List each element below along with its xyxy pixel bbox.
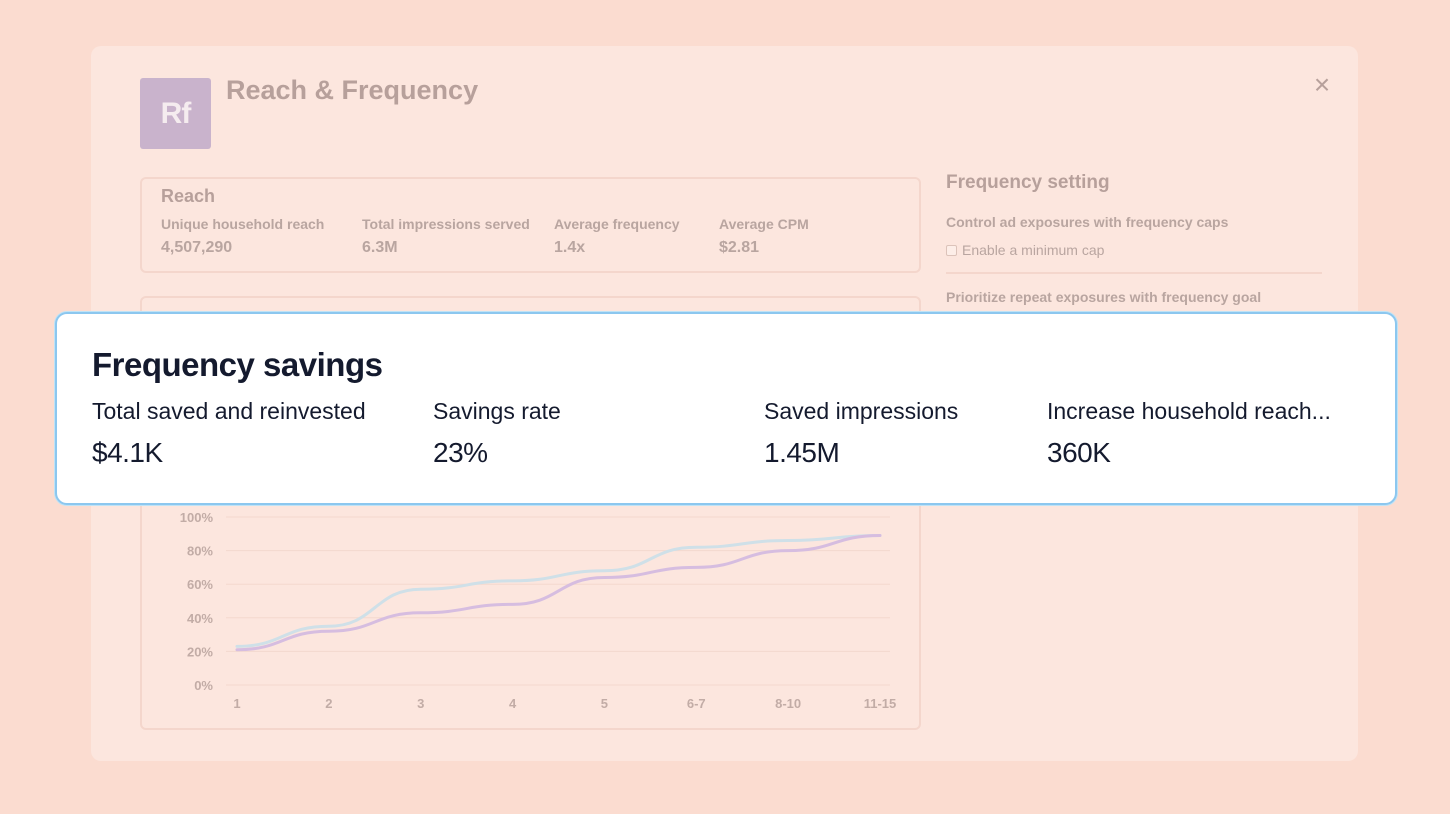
x-tick-label: 6-7 (687, 696, 706, 711)
metric-unique-reach: Unique household reach 4,507,290 (161, 216, 324, 257)
frequency-savings-card: Frequency savings Total saved and reinve… (55, 312, 1397, 505)
frequency-goal-subtitle: Prioritize repeat exposures with frequen… (946, 289, 1262, 305)
y-tick-label: 20% (187, 644, 213, 659)
chart-card (140, 296, 921, 730)
metric-value: 1.4x (554, 239, 586, 256)
minimum-cap-label: Enable a minimum cap (962, 242, 1105, 258)
stat-value: 23% (433, 437, 488, 468)
x-tick-label: 11-15 (864, 696, 897, 711)
stat-value: $4.1K (92, 437, 163, 468)
x-tick-label: 3 (417, 696, 424, 711)
frequency-chart: 100% 80% 60% 40% 20% 0% 1 2 3 4 5 6-7 8-10 11-15 (180, 510, 897, 711)
y-tick-label: 40% (187, 611, 213, 626)
x-tick-label: 1 (233, 696, 240, 711)
stat-label: Total saved and reinvested (92, 398, 366, 424)
dialog-title: Reach & Frequency (226, 75, 479, 105)
x-tick-label: 5 (601, 696, 608, 711)
y-tick-label: 0% (194, 678, 213, 693)
metric-label: Average CPM (719, 216, 809, 232)
metric-label: Average frequency (554, 216, 680, 232)
reach-card-title: Reach (161, 186, 216, 206)
stat-label: Saved impressions (764, 398, 959, 424)
stat-increase-household-reach: Increase household reach... 360K (1047, 398, 1331, 469)
x-tick-label: 4 (509, 696, 517, 711)
reach-card: Reach Unique household reach 4,507,290 T… (140, 177, 921, 273)
stat-saved-impressions: Saved impressions 1.45M (764, 398, 958, 469)
stat-value: 360K (1047, 437, 1111, 468)
frequency-setting-panel: Frequency setting Control ad exposures w… (946, 172, 1322, 305)
stat-savings-rate: Savings rate 23% (433, 398, 561, 469)
series-line-2 (235, 533, 882, 652)
x-tick-label: 8-10 (775, 696, 801, 711)
metric-average-frequency: Average frequency 1.4x (554, 216, 680, 257)
divider (946, 272, 1322, 274)
frequency-savings-title: Frequency savings (92, 346, 383, 383)
metric-label: Total impressions served (362, 216, 530, 232)
metric-average-cpm: Average CPM $2.81 (719, 216, 809, 257)
frequency-setting-title: Frequency setting (946, 172, 1110, 193)
y-tick-label: 80% (187, 544, 213, 559)
minimum-cap-checkbox[interactable] (946, 244, 957, 256)
metric-value: 4,507,290 (161, 239, 233, 256)
stat-label: Increase household reach... (1047, 398, 1331, 424)
app-logo: Rf (140, 78, 211, 149)
metric-label: Unique household reach (161, 216, 325, 232)
metric-value: 6.3M (362, 239, 398, 256)
y-tick-label: 60% (187, 577, 213, 592)
minimum-cap-option[interactable]: Enable a minimum cap (946, 242, 1322, 258)
stat-total-saved: Total saved and reinvested $4.1K (92, 398, 366, 469)
stat-label: Savings rate (433, 398, 561, 424)
stat-value: 1.45M (764, 437, 840, 468)
metric-value: $2.81 (719, 239, 760, 256)
x-tick-label: 2 (325, 696, 332, 711)
metric-total-impressions: Total impressions served 6.3M (362, 216, 530, 257)
logo-text: Rf (160, 96, 192, 130)
close-icon[interactable]: × (1313, 69, 1331, 100)
frequency-caps-subtitle: Control ad exposures with frequency caps (946, 214, 1229, 230)
series-line-1 (235, 533, 882, 648)
y-tick-label: 100% (180, 510, 214, 525)
